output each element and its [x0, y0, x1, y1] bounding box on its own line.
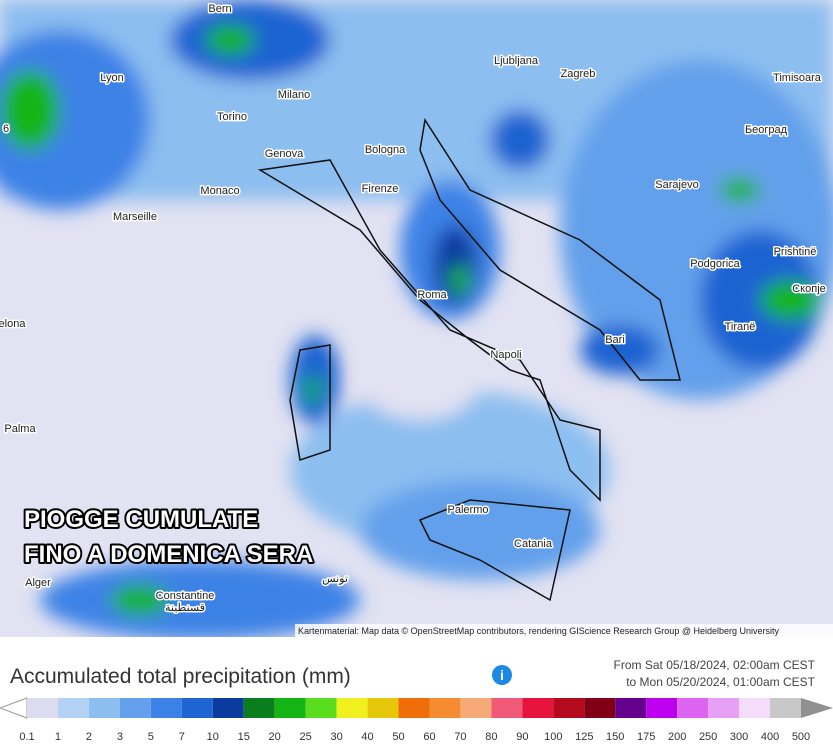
- city-label: Podgorica: [690, 258, 740, 270]
- legend-tick-label: 10: [207, 731, 219, 743]
- legend-swatch: [119, 698, 151, 718]
- legend-swatch: [181, 698, 213, 718]
- legend-swatch: [27, 698, 58, 718]
- legend-swatch: [88, 698, 120, 718]
- legend-swatch: [398, 698, 430, 718]
- city-label: Milano: [278, 89, 310, 101]
- legend-tick-label: 70: [454, 731, 466, 743]
- city-label: Constantine: [156, 590, 215, 602]
- legend-bar: 0.1 1 2 3 5 7 10 15 20 25 30 40 50 60 70 80 90 100 125 150 1…: [0, 697, 833, 743]
- city-label: Bologna: [365, 144, 406, 156]
- overlay-title: PIOGGE CUMULATE: [24, 506, 258, 533]
- city-label: Timisoara: [773, 72, 822, 84]
- legend-swatch: [708, 698, 740, 718]
- legend-tick-label: 50: [392, 731, 404, 743]
- legend-tick-label: 60: [423, 731, 435, 743]
- legend-tick-label: 175: [637, 731, 655, 743]
- legend-swatch: [770, 698, 801, 718]
- legend-tick-label: 1: [55, 731, 61, 743]
- city-labels: Bern Lyon Milano Torino Genova Bologna Monaco M…: [0, 2, 827, 616]
- date-from: From Sat 05/18/2024, 02:00am CEST: [614, 658, 816, 672]
- legend-swatch: [615, 698, 647, 718]
- legend-tick-label: 7: [179, 731, 185, 743]
- city-label: elona: [0, 318, 26, 330]
- legend-over: [801, 698, 833, 718]
- legend-tick-label: 5: [148, 731, 154, 743]
- city-label: Tiranë: [725, 321, 756, 333]
- overlay-title: FINO A DOMENICA SERA: [24, 541, 313, 568]
- city-label: Београд: [745, 124, 788, 136]
- legend-swatch: [243, 698, 275, 718]
- legend-swatch: [429, 698, 461, 718]
- legend-tick-label: 150: [606, 731, 624, 743]
- legend-swatch: [305, 698, 337, 718]
- legend-swatch: [57, 698, 89, 718]
- legend-tick-label: 30: [330, 731, 342, 743]
- city-label: Ljubljana: [494, 55, 539, 67]
- city-label: Zagreb: [561, 68, 596, 80]
- legend-tick-label: 15: [238, 731, 250, 743]
- city-label: Prishtinë: [774, 246, 817, 258]
- legend-tick-label: 400: [761, 731, 779, 743]
- city-label: Genova: [265, 148, 304, 160]
- legend-tick-label: 100: [544, 731, 562, 743]
- legend-tick-label: 2: [86, 731, 92, 743]
- legend-tick-label: 80: [485, 731, 497, 743]
- map: Kartenmaterial: Map data © OpenStreetMap…: [0, 0, 833, 640]
- city-label: Firenze: [362, 183, 399, 195]
- city-label: Sarajevo: [655, 179, 698, 191]
- city-label: 6: [3, 123, 9, 135]
- legend-swatch: [677, 698, 709, 718]
- legend-swatch: [584, 698, 616, 718]
- city-label: Скопје: [792, 283, 826, 295]
- info-icon[interactable]: [492, 665, 512, 685]
- date-to: to Mon 05/20/2024, 01:00am CEST: [626, 675, 815, 689]
- city-label: Catania: [514, 538, 553, 550]
- legend-tick-label: 250: [699, 731, 717, 743]
- legend-tick-label: 0.1: [19, 731, 34, 743]
- city-label: Alger: [25, 577, 51, 589]
- legend-tick-label: 200: [668, 731, 686, 743]
- city-label: تونس: [322, 573, 348, 585]
- legend-swatch: [274, 698, 306, 718]
- legend-swatch: [491, 698, 523, 718]
- precip-field: [0, 0, 833, 640]
- legend-swatch: [336, 698, 368, 718]
- city-label: Torino: [217, 111, 247, 123]
- city-label: Napoli: [490, 349, 521, 361]
- info-icon-label[interactable]: i: [500, 667, 504, 683]
- legend-tick-label: 125: [575, 731, 593, 743]
- legend-tick-label: 500: [792, 731, 810, 743]
- legend-swatch: [646, 698, 678, 718]
- legend-swatch: [367, 698, 399, 718]
- legend-tick-label: 40: [361, 731, 373, 743]
- city-label: Lyon: [100, 72, 123, 84]
- legend-swatch: [522, 698, 554, 718]
- city-label: Bern: [208, 3, 231, 15]
- legend-tick-label: 3: [117, 731, 123, 743]
- legend-swatch: [553, 698, 585, 718]
- city-label: Palermo: [448, 504, 489, 516]
- city-label: Monaco: [200, 185, 239, 197]
- legend-title: Accumulated total precipitation (mm): [10, 665, 351, 688]
- legend-tick-label: 90: [516, 731, 528, 743]
- legend-swatch: [460, 698, 492, 718]
- city-label: قسنطينة: [165, 602, 205, 614]
- coastline: [257, 117, 681, 602]
- legend-swatch: [212, 698, 244, 718]
- city-label: Marseille: [113, 211, 157, 223]
- legend-swatch: [150, 698, 182, 718]
- legend-swatch: [739, 698, 771, 718]
- legend-tick-label: 300: [730, 731, 748, 743]
- attribution: Kartenmaterial: Map data © OpenStreetMap…: [298, 626, 779, 636]
- city-label: Roma: [417, 289, 447, 301]
- legend-tick-label: 25: [300, 731, 312, 743]
- legend-tick-label: 20: [269, 731, 281, 743]
- city-label: Palma: [4, 423, 36, 435]
- city-label: Bari: [605, 334, 625, 346]
